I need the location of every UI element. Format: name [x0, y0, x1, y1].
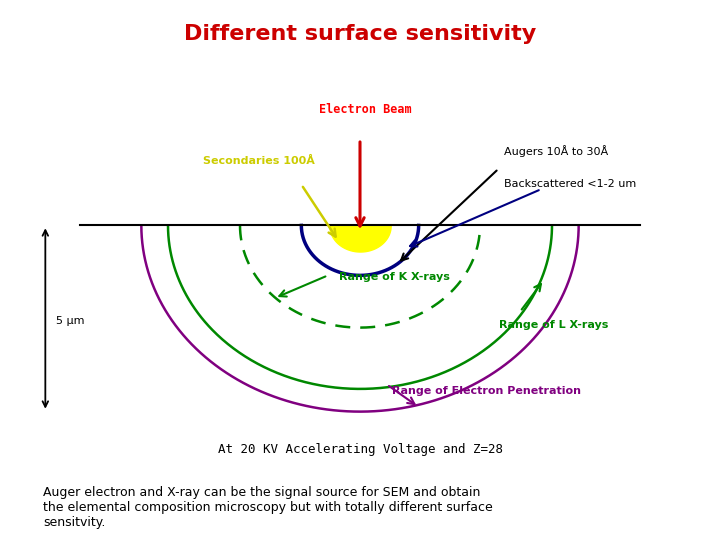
Text: Secondaries 100Å: Secondaries 100Å: [203, 156, 315, 166]
Text: Range of Electron Penetration: Range of Electron Penetration: [392, 386, 581, 396]
Text: Electron Beam: Electron Beam: [319, 104, 412, 117]
Text: Backscattered <1-2 um: Backscattered <1-2 um: [504, 179, 636, 189]
Text: Different surface sensitivity: Different surface sensitivity: [184, 24, 536, 44]
Text: Range of K X-rays: Range of K X-rays: [338, 272, 449, 282]
Text: Range of L X-rays: Range of L X-rays: [499, 320, 608, 330]
Text: At 20 KV Accelerating Voltage and Z=28: At 20 KV Accelerating Voltage and Z=28: [217, 443, 503, 456]
Text: Auger electron and X-ray can be the signal source for SEM and obtain
the element: Auger electron and X-ray can be the sign…: [43, 486, 493, 529]
Text: 5 μm: 5 μm: [56, 316, 84, 326]
Text: Augers 10Å to 30Å: Augers 10Å to 30Å: [504, 145, 608, 157]
